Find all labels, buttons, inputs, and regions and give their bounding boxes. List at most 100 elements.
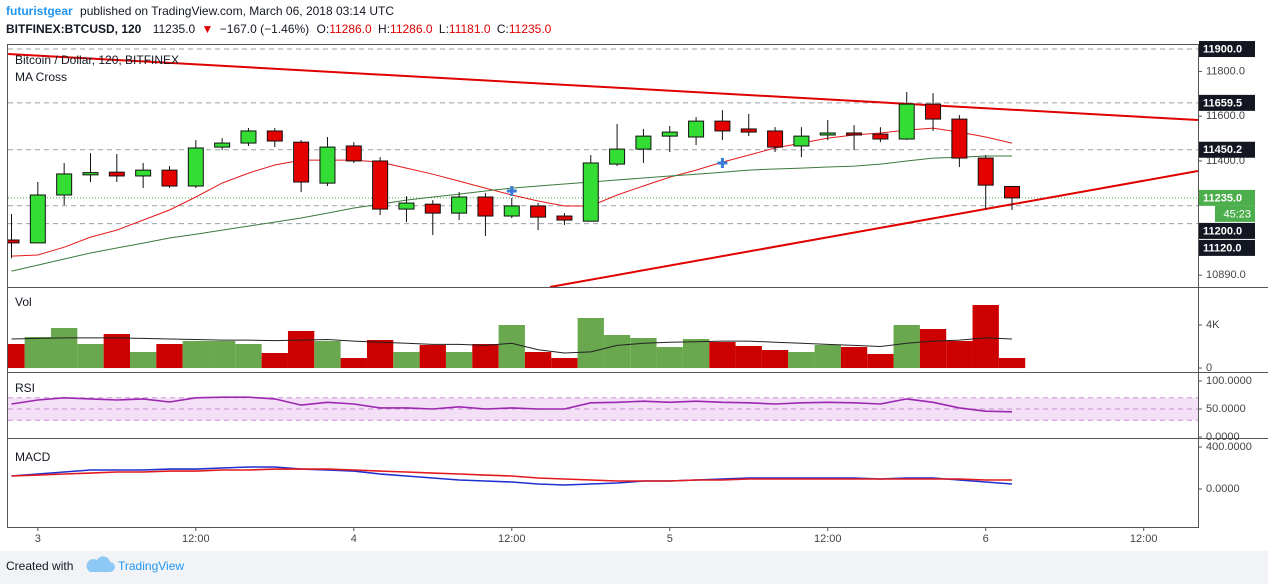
x-tick-label: 3 — [35, 533, 41, 545]
price-label-box — [1199, 94, 1255, 111]
candle-body — [609, 148, 626, 165]
volume-bar — [893, 324, 920, 369]
price-label: 11900.0 — [1203, 43, 1242, 55]
volume-bar — [577, 317, 604, 369]
price-label-box — [1199, 41, 1255, 58]
volume-bar — [103, 334, 130, 369]
candle-body — [293, 141, 310, 183]
ohlc-label: L: — [439, 22, 449, 36]
ohlc-value: 11235.0 — [509, 22, 552, 36]
author[interactable]: futuristgear — [6, 4, 73, 18]
ohlc-label: C: — [497, 22, 509, 36]
line — [11, 466, 1013, 486]
x-tick-label: 6 — [983, 533, 989, 545]
panes — [8, 48, 1198, 486]
volume-bar — [24, 337, 51, 369]
ohlc-value: 11286.0 — [390, 22, 433, 36]
volume-bar — [472, 344, 499, 369]
candle-body — [372, 160, 389, 210]
candle-body — [819, 132, 836, 136]
volume-bar — [50, 327, 78, 369]
candle-body — [688, 120, 705, 138]
candle-body — [82, 172, 99, 176]
y-tick-label: 400.0000 — [1206, 441, 1252, 453]
ohlc-label: O: — [317, 22, 330, 36]
candle-body — [635, 135, 652, 150]
price-label: 11200.0 — [1203, 225, 1242, 237]
volume-bar — [946, 341, 973, 369]
last-price: 11235.0 — [153, 22, 196, 36]
candle-body — [424, 203, 441, 214]
volume-bar — [445, 352, 473, 369]
countdown-box — [1215, 205, 1255, 222]
volume-bar — [788, 352, 815, 369]
candle-body — [503, 205, 520, 217]
header-line: futuristgear published on TradingView.co… — [6, 4, 394, 18]
chart-title: Bitcoin / Dollar, 120, BITFINEX — [15, 53, 179, 67]
candle-body — [108, 171, 125, 177]
volume-bar — [419, 345, 446, 369]
candle-body — [767, 130, 784, 148]
line — [11, 396, 1013, 413]
volume-bar — [129, 352, 157, 369]
volume-bar — [972, 304, 999, 369]
footer — [0, 551, 1268, 584]
volume-bar — [340, 358, 367, 369]
candle-body — [161, 169, 178, 187]
volume-bar — [182, 341, 209, 369]
y-tick-label: 4K — [1206, 319, 1220, 331]
candle-body — [240, 130, 257, 144]
footer-text: Created with — [6, 559, 73, 573]
price-pane — [8, 48, 1198, 287]
y-tick-label: 10890.0 — [1206, 269, 1246, 281]
logo[interactable] — [86, 556, 115, 572]
pane-title: RSI — [15, 381, 35, 395]
volume-bar — [761, 350, 789, 369]
ohlc-label: H: — [378, 22, 390, 36]
price-label-box — [1199, 189, 1255, 206]
price-label-box — [1199, 239, 1255, 256]
symbol-line: BITFINEX:BTCUSD, 120 11235.0 ▼ −167.0 (−… — [6, 22, 552, 36]
candle-body — [477, 196, 494, 217]
change: −167.0 (−1.46%) — [220, 22, 309, 36]
price-label-box — [1199, 222, 1255, 239]
footer-brand[interactable]: TradingView — [118, 559, 184, 573]
candle-body — [740, 128, 757, 133]
volume-bar — [235, 344, 262, 369]
candle-body — [451, 196, 468, 214]
countdown: 45:23 — [1223, 208, 1251, 220]
candle-body — [135, 169, 152, 177]
ohlc-value: 11286.0 — [329, 22, 372, 36]
volume-bar — [709, 342, 736, 369]
x-tick-label: 12:00 — [814, 533, 842, 545]
published: published on TradingView.com, March 06, … — [80, 4, 394, 18]
volume-bar — [287, 331, 315, 369]
volume-bar — [208, 341, 236, 369]
x-tick-label: 12:00 — [1130, 533, 1158, 545]
y-tick-label: 0.0000 — [1206, 483, 1240, 495]
volume-bar — [498, 324, 525, 369]
y-tick-label: 0 — [1206, 362, 1212, 374]
candle-body — [846, 132, 863, 136]
candle-body — [29, 194, 46, 244]
volume-bar — [867, 354, 894, 369]
x-tick-label: 12:00 — [498, 533, 526, 545]
y-tick-label: 11400.0 — [1206, 155, 1245, 167]
trendline — [549, 170, 1198, 287]
candle-body — [530, 205, 547, 218]
y-tick-label: 50.0000 — [1206, 403, 1246, 415]
y-tick-label: 11800.0 — [1206, 65, 1245, 77]
y-tick-label: 0.0000 — [1206, 431, 1240, 443]
volume-bar — [735, 346, 762, 369]
volume-bar — [682, 339, 710, 369]
candle-body — [56, 173, 73, 196]
cross-marker — [717, 157, 728, 168]
cross-marker — [506, 185, 517, 196]
volume-bar — [998, 358, 1026, 369]
candle-body — [187, 147, 204, 187]
y-tick-label: 11600.0 — [1206, 110, 1245, 122]
candle-body — [556, 215, 573, 221]
candle-body — [714, 120, 731, 132]
price-label: 11235.0 — [1203, 192, 1242, 204]
x-tick-label: 5 — [667, 533, 673, 545]
